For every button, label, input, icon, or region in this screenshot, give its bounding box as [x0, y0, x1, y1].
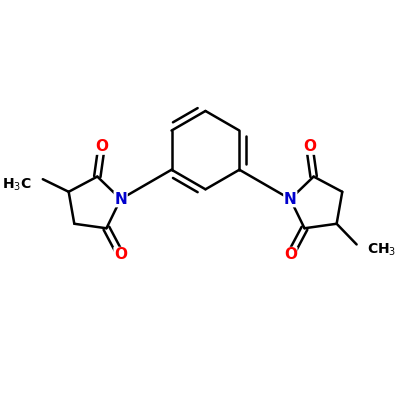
Text: N: N: [284, 192, 297, 207]
Text: O: O: [95, 139, 108, 154]
Text: O: O: [303, 139, 316, 154]
Text: O: O: [284, 248, 297, 262]
Text: CH$_3$: CH$_3$: [367, 242, 397, 258]
Text: H$_3$C: H$_3$C: [2, 176, 32, 193]
Text: O: O: [114, 248, 127, 262]
Text: N: N: [114, 192, 127, 207]
